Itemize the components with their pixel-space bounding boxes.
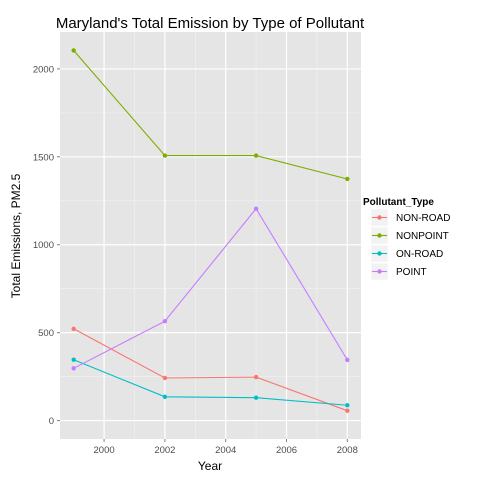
legend-label: POINT: [396, 267, 427, 278]
y-tick-label: 0: [49, 416, 54, 427]
x-tick-label: 2000: [94, 445, 115, 456]
series-line-point: [73, 207, 348, 369]
legend-label: NONPOINT: [396, 231, 449, 242]
data-point-point: [345, 357, 350, 363]
data-point-point: [71, 366, 76, 371]
data-point-on-road: [71, 357, 76, 362]
series-line-on-road: [73, 359, 348, 406]
y-axis-title: Total Emissions, PM2.5: [9, 173, 23, 298]
series-lines: [73, 50, 348, 412]
x-tick-label: 2004: [215, 445, 236, 456]
series-line-nonpoint: [73, 50, 348, 180]
legend-key-point: [377, 251, 382, 256]
y-tick-label: 500: [38, 328, 54, 339]
minor-gridlines: [60, 32, 361, 439]
x-tick-label: 2006: [276, 445, 297, 456]
x-tick-label: 2008: [337, 445, 358, 456]
data-point-point: [162, 319, 168, 324]
legend-key-point: [377, 233, 382, 238]
legend-items: NON-ROAD NONPOINT ON-ROAD POINT: [370, 208, 450, 281]
chart-title: Maryland's Total Emission by Type of Pol…: [56, 15, 365, 32]
data-point-point: [253, 206, 259, 211]
x-axis-ticks: 2000 2002 2004 2006 2008: [94, 439, 358, 456]
legend-label: NON-ROAD: [396, 213, 450, 224]
series-points: [71, 48, 350, 413]
data-point-non-road: [71, 326, 76, 331]
plot-panel: [60, 32, 361, 439]
legend-label: ON-ROAD: [396, 249, 443, 260]
data-point-on-road: [345, 403, 350, 408]
data-point-non-road: [253, 374, 259, 380]
data-point-nonpoint: [345, 176, 350, 182]
legend-title: Pollutant_Type: [363, 197, 434, 208]
data-point-nonpoint: [71, 48, 76, 53]
legend: Pollutant_Type NON-ROAD NONPOINT ON-ROAD PO…: [363, 197, 450, 281]
data-point-nonpoint: [162, 153, 168, 158]
y-tick-label: 2000: [33, 64, 54, 75]
legend-key-point: [377, 269, 382, 274]
data-point-nonpoint: [253, 153, 259, 158]
data-point-non-road: [345, 408, 350, 413]
y-tick-label: 1000: [33, 240, 54, 251]
data-point-non-road: [162, 375, 168, 381]
major-gridlines: [60, 32, 361, 439]
y-tick-label: 1500: [33, 152, 54, 163]
data-point-on-road: [162, 394, 168, 400]
x-axis-title: Year: [198, 459, 222, 473]
x-tick-label: 2002: [154, 445, 175, 456]
series-line-non-road: [73, 328, 348, 412]
data-point-on-road: [253, 395, 259, 400]
legend-key-point: [377, 215, 382, 220]
y-axis-ticks: 0 500 1000 1500 2000: [33, 64, 60, 427]
